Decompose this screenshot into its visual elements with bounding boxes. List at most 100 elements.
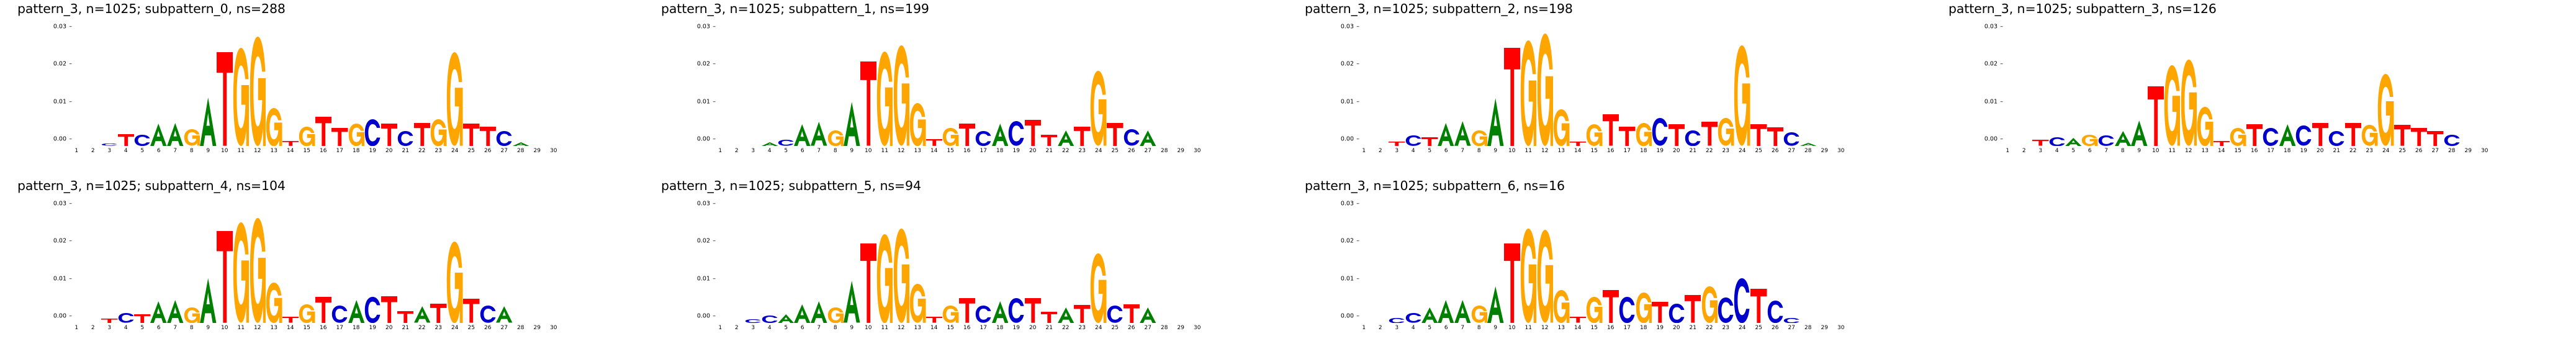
logo-letter-T: [315, 296, 331, 323]
x-tick-label: 20: [1673, 148, 1680, 154]
logo-letter-G: [942, 306, 959, 323]
logo-letter-T: [860, 61, 876, 146]
x-tick-label: 10: [865, 148, 872, 154]
x-tick-label: 8: [1477, 148, 1481, 154]
logo-letter-A: [200, 278, 217, 323]
logo-letter-G: [2197, 106, 2213, 146]
x-tick-label: 30: [1837, 325, 1845, 331]
logo-stack: [266, 19, 282, 146]
logo-letter-G: [1520, 40, 1537, 146]
logo-stack: [1107, 19, 1124, 146]
y-tick-label: 0.00: [1340, 312, 1354, 320]
logo-letter-T: [860, 243, 876, 323]
x-tick-label: 24: [451, 148, 459, 154]
x-tick-label: 18: [353, 148, 360, 154]
logo-letter-A: [844, 101, 860, 146]
logo-stack: [778, 19, 795, 146]
logo-letter-A: [2131, 120, 2148, 146]
logo-letter-T: [2246, 124, 2263, 146]
logo-letter-T: [1750, 288, 1767, 323]
logo-stack: [2410, 19, 2427, 146]
logo-stack: [1783, 196, 1800, 323]
x-tick-label: 3: [107, 148, 112, 154]
x-tick-label: 27: [2431, 148, 2439, 154]
logo-letter-C: [2263, 128, 2279, 146]
x-tick-label: 6: [2087, 148, 2092, 154]
logo-letter-C: [2295, 125, 2312, 146]
logo-letter-T: [1701, 122, 1718, 146]
logo-letter-T: [1602, 289, 1619, 323]
logo-letters: [68, 196, 562, 323]
y-tick-mark: –: [2000, 98, 2003, 106]
logo-stack: [282, 196, 299, 323]
logo-stack: [1008, 196, 1025, 323]
x-tick-label: 4: [767, 148, 772, 154]
logo-stack: [1685, 19, 1701, 146]
logo-stack: [1503, 19, 1520, 146]
logo-stack: [1718, 19, 1734, 146]
logo-stack: [1438, 196, 1454, 323]
logo-letter-G: [893, 229, 909, 323]
x-tick-label: 23: [435, 325, 442, 331]
logo-letter-T: [430, 303, 447, 323]
logo-letter-A: [1057, 130, 1074, 146]
logo-letter-A: [1438, 299, 1454, 323]
y-tick-label: 0.00: [696, 312, 710, 320]
logo-stack: [975, 196, 992, 323]
x-tick-label: 27: [1788, 325, 1795, 331]
x-tick-label: 17: [1623, 148, 1631, 154]
x-tick-label: 13: [1557, 325, 1565, 331]
logo-letter-C: [1767, 300, 1784, 323]
logo-letter-A: [200, 97, 217, 146]
x-tick-label: 11: [881, 148, 888, 154]
logo-stack: [1471, 196, 1487, 323]
plot-area: 0.00–0.01–0.02–0.03–: [1341, 196, 1849, 323]
logo-stack: [1074, 196, 1091, 323]
x-tick-label: 7: [817, 325, 821, 331]
logo-stack: [1107, 196, 1124, 323]
logo-letter-C: [496, 130, 513, 146]
logo-stack: [827, 196, 844, 323]
y-tick-mark: –: [69, 23, 72, 30]
y-tick-label: 0.01: [1984, 98, 1997, 106]
x-tick-label: 7: [2104, 148, 2109, 154]
x-tick-label: 3: [751, 148, 755, 154]
x-tick-label: 16: [1607, 325, 1615, 331]
logo-stack: [315, 19, 331, 146]
x-tick-label: 15: [947, 148, 954, 154]
logo-stack: [266, 196, 282, 323]
panel-title: pattern_3, n=1025; subpattern_0, ns=288: [17, 1, 286, 16]
logo-stack: [2230, 19, 2246, 146]
logo-stack: [1438, 19, 1454, 146]
x-tick-label: 19: [369, 148, 376, 154]
logo-stack: [1553, 19, 1570, 146]
logo-letter-A: [1799, 143, 1816, 146]
logo-letter-T: [381, 123, 397, 146]
logo-letter-A: [761, 142, 778, 146]
logo-stack: [1140, 19, 1156, 146]
logo-stack: [167, 19, 184, 146]
x-tick-label: 17: [336, 148, 343, 154]
x-tick-label: 24: [1739, 325, 1746, 331]
logo-letter-G: [2377, 74, 2394, 146]
logo-stack: [1553, 196, 1570, 323]
y-axis: 0.00–0.01–0.02–0.03–: [1341, 196, 1849, 323]
x-tick-label: 11: [2168, 148, 2176, 154]
y-tick-mark: –: [713, 60, 716, 68]
x-tick-label: 9: [1493, 325, 1498, 331]
logo-letter-G: [1734, 45, 1750, 146]
x-tick-label: 18: [353, 325, 360, 331]
logo-stack: [381, 196, 397, 323]
logo-stack: [1090, 196, 1107, 323]
plot-area: 0.00–0.01–0.02–0.03–: [697, 19, 1205, 146]
logo-stack: [942, 196, 959, 323]
x-tick-label: 1: [1362, 325, 1366, 331]
logo-letter-T: [1619, 126, 1636, 146]
x-tick-label: 2: [2022, 148, 2026, 154]
logo-stack: [1586, 196, 1603, 323]
y-tick-label: 0.00: [53, 135, 66, 143]
logo-stack: [1586, 19, 1603, 146]
logo-stack: [2131, 19, 2148, 146]
logo-stack: [430, 196, 447, 323]
